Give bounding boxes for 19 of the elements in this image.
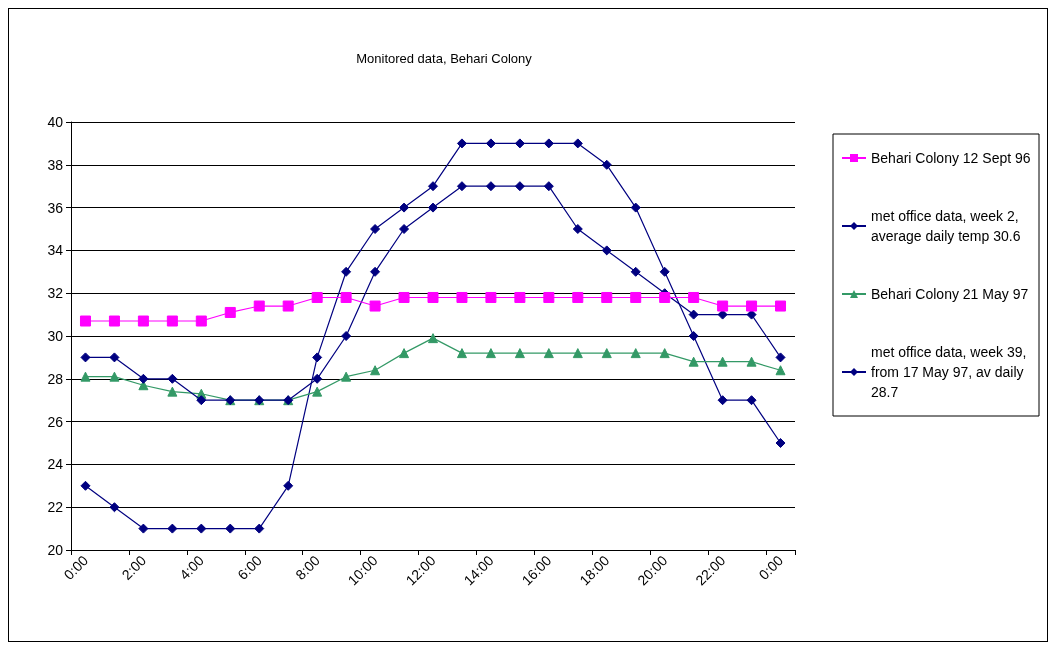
y-tick-label: 36 — [47, 199, 64, 216]
y-tick-label: 28 — [47, 370, 64, 387]
y-tick-label: 38 — [47, 156, 64, 173]
y-tick-label: 30 — [47, 328, 64, 344]
y-tick-label: 32 — [47, 285, 64, 302]
chart-title: Monitored data, Behari Colony — [356, 51, 533, 66]
y-tick-label: 24 — [47, 456, 64, 473]
y-tick-label: 40 — [47, 114, 64, 130]
x-tick-label: 4:00 — [176, 552, 208, 583]
y-tick-label: 20 — [47, 542, 64, 558]
legend-label: met office data, week 2, average daily temp 30.6 — [871, 208, 1023, 244]
legend-label: Behari Colony 21 May 97 — [871, 286, 1029, 302]
legend-label: Behari Colony 12 Sept 96 — [871, 150, 1031, 166]
legend-label: met office data, week 39, from 17 May 97, av daily 28.7 — [871, 344, 1031, 400]
x-tick-label: 0:00 — [755, 552, 787, 583]
x-tick-label: 6:00 — [234, 552, 266, 583]
y-tick-label: 34 — [47, 242, 64, 259]
y-tick-label: 22 — [47, 499, 64, 516]
y-tick-label: 26 — [47, 413, 64, 430]
